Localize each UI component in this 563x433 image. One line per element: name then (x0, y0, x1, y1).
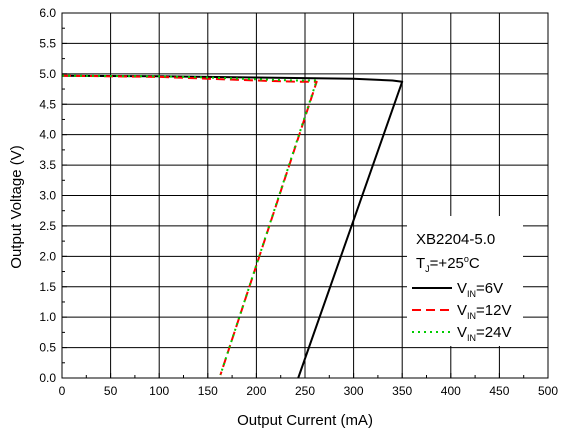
legend-condition: TJ=+25oC (416, 254, 480, 274)
series-line-1 (61, 74, 404, 379)
y-tick-label: 0.0 (39, 371, 56, 385)
series-lines (61, 74, 404, 379)
x-tick-label: 400 (441, 384, 461, 398)
axis-ticks (61, 12, 549, 379)
y-tick-label: 4.5 (39, 97, 56, 111)
y-tick-label: 6.0 (39, 6, 56, 20)
y-tick-label: 5.0 (39, 67, 56, 81)
y-tick-label: 1.5 (39, 280, 56, 294)
x-tick-label: 100 (149, 384, 169, 398)
x-tick-label: 250 (295, 384, 315, 398)
x-tick-labels: 0 50 100 150 200 250 300 350 400 450 500 (59, 384, 559, 398)
x-tick-label: 300 (344, 384, 364, 398)
y-tick-label: 2.0 (39, 249, 56, 263)
legend-label-3: VIN=24V (457, 324, 511, 343)
legend-box (407, 216, 523, 346)
legend: XB2204-5.0 TJ=+25oC VIN=6V VIN=12V VIN=24V (407, 216, 523, 346)
y-tick-label: 3.0 (39, 189, 56, 203)
legend-title: XB2204-5.0 (416, 231, 495, 248)
x-tick-label: 450 (489, 384, 509, 398)
series-line-3 (61, 74, 318, 376)
y-tick-label: 3.5 (39, 158, 56, 172)
y-tick-label: 0.5 (39, 341, 56, 355)
y-tick-label: 2.5 (39, 219, 56, 233)
x-tick-label: 50 (104, 384, 118, 398)
legend-label-1: VIN=6V (457, 280, 503, 299)
x-axis-label: Output Current (mA) (237, 412, 373, 429)
y-tick-label: 5.5 (39, 36, 56, 50)
x-tick-label: 0 (59, 384, 66, 398)
legend-entries: VIN=6V VIN=12V VIN=24V (412, 280, 511, 343)
x-tick-label: 350 (392, 384, 412, 398)
x-tick-label: 200 (246, 384, 266, 398)
series-line-2 (61, 74, 318, 376)
y-tick-label: 1.0 (39, 310, 56, 324)
x-tick-label: 500 (538, 384, 558, 398)
legend-label-2: VIN=12V (457, 302, 511, 321)
y-tick-label: 4.0 (39, 128, 56, 142)
x-tick-label: 150 (198, 384, 218, 398)
y-tick-labels: 0.0 0.5 1.0 1.5 2.0 2.5 3.0 3.5 4.0 4.5 5.0 5.5 6.0 (39, 6, 56, 385)
y-axis-label: Output Voltage (V) (8, 145, 25, 268)
